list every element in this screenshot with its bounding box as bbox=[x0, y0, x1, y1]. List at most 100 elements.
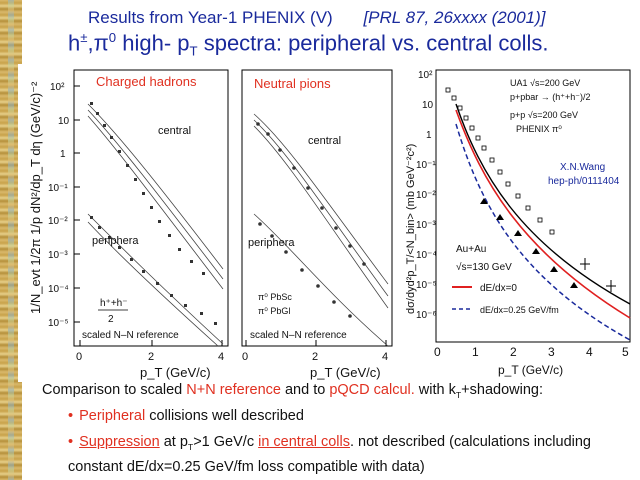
legend-pbgl: π⁰ PbGl bbox=[258, 306, 290, 316]
subplot2-frame bbox=[241, 69, 393, 347]
system-label: Au+Au bbox=[456, 244, 486, 255]
caption-part: Comparison to scaled bbox=[42, 382, 187, 398]
ytick-label: 10⁻² bbox=[48, 216, 68, 227]
bullet-dot: • bbox=[68, 434, 74, 450]
peripheral-label-2: periphera bbox=[248, 237, 295, 249]
right-frame bbox=[435, 69, 631, 343]
subtitle-high-p: high- p bbox=[116, 30, 190, 56]
xtick-label: 1 bbox=[472, 345, 479, 359]
xtick-label: 4 bbox=[586, 345, 593, 359]
right-xlabel: p_T (GeV/c) bbox=[498, 363, 563, 377]
xtick-label: 2 bbox=[312, 351, 318, 363]
black-curve bbox=[455, 103, 631, 305]
ref-label: hep-ph/0111404 bbox=[548, 176, 620, 187]
bullet-text: collisions well described bbox=[145, 408, 304, 424]
legend-ua1: UA1 √s=200 GeV bbox=[510, 78, 580, 88]
ytick-label: 10⁻⁴ bbox=[416, 250, 437, 261]
ytick-label: 10⁻¹ bbox=[416, 160, 436, 171]
ytick-label: 10⁻⁵ bbox=[416, 280, 437, 291]
ytick-label: 10² bbox=[418, 70, 433, 81]
title-reference: [PRL 87, 26xxxx (2001)] bbox=[363, 8, 546, 27]
author-label: X.N.Wang bbox=[560, 162, 605, 173]
charged-hadrons-title: Charged hadrons bbox=[96, 74, 197, 89]
side-texture-overlay bbox=[8, 0, 14, 480]
legend-pbsc: π⁰ PbSc bbox=[258, 292, 292, 302]
ytick-label: 10⁻³ bbox=[416, 220, 436, 231]
subplot2-points bbox=[256, 122, 366, 318]
ua1-points bbox=[445, 87, 555, 235]
bullet-item: • Peripheral collisions well described bbox=[68, 408, 628, 424]
subtitle-T: T bbox=[189, 43, 198, 59]
ytick-label: 10 bbox=[58, 116, 70, 127]
bullet-highlight: Peripheral bbox=[79, 408, 146, 424]
central-label-2: central bbox=[308, 135, 341, 147]
legend-hadrons: h⁺+h⁻ bbox=[100, 298, 128, 309]
ytick-label: 10⁻⁶ bbox=[416, 310, 437, 321]
bullet-text: at p bbox=[159, 434, 188, 450]
caption-highlight: N+N reference bbox=[186, 382, 281, 398]
subtitle-pm: ± bbox=[80, 30, 88, 45]
ytick-label: 10⁻⁵ bbox=[48, 318, 69, 329]
bullet-text: . not described (calculations including … bbox=[68, 434, 591, 475]
subplot1-curves bbox=[87, 103, 224, 347]
legend-denominator: 2 bbox=[108, 314, 114, 325]
energy-label: √s=130 GeV bbox=[456, 261, 512, 273]
xtick-label: 4 bbox=[382, 351, 388, 363]
ytick-label: 10⁻³ bbox=[48, 250, 68, 261]
subplot1-frame bbox=[73, 69, 229, 347]
xtick-label: 0 bbox=[76, 351, 82, 363]
scaled-reference-label-2: scaled N–N reference bbox=[250, 330, 347, 341]
left-ylabel: 1/N_evt 1/2π 1/p dN²/dp_T dη (GeV/c)⁻² bbox=[28, 81, 43, 314]
dedx-loss-label: dE/dx=0.25 GeV/fm bbox=[480, 305, 559, 315]
bullet-highlight: Suppression bbox=[79, 434, 160, 450]
xtick-label: 5 bbox=[622, 345, 629, 359]
dedx-zero-label: dE/dx=0 bbox=[480, 283, 517, 294]
ytick-label: 10⁻⁴ bbox=[48, 284, 69, 295]
subtitle-zero: 0 bbox=[108, 30, 117, 45]
bullet-item: • Suppression at pT>1 GeV/c in central co… bbox=[68, 432, 628, 477]
bullet-text: >1 GeV/c bbox=[193, 434, 259, 450]
neutral-pions-title: Neutral pions bbox=[254, 76, 331, 91]
caption-highlight: pQCD calcul. bbox=[329, 382, 415, 398]
ytick-label: 10 bbox=[422, 100, 434, 111]
caption-sub: T bbox=[455, 389, 462, 400]
legend-phenix: PHENIX π⁰ bbox=[516, 124, 562, 134]
ytick-label: 10⁻² bbox=[416, 190, 436, 201]
xlabel-2: p_T (GeV/c) bbox=[310, 365, 381, 380]
subtitle-rest: spectra: peripheral vs. central colls. bbox=[197, 30, 549, 56]
xtick-label: 0 bbox=[434, 345, 441, 359]
ytick-label: 1 bbox=[426, 130, 432, 141]
xtick-label: 2 bbox=[510, 345, 517, 359]
subplot1-points bbox=[90, 102, 217, 325]
xtick-label: 3 bbox=[548, 345, 555, 359]
xtick-label: 0 bbox=[242, 351, 248, 363]
subtitle-h: h bbox=[68, 30, 81, 56]
scaled-reference-label: scaled N–N reference bbox=[82, 330, 179, 341]
phenix-points bbox=[480, 198, 578, 288]
left-figure: 1/N_evt 1/2π 1/p dN²/dp_T dη (GeV/c)⁻² 1… bbox=[18, 64, 398, 382]
caption-part: and to bbox=[280, 382, 330, 398]
ytick-label: 1 bbox=[60, 149, 66, 160]
red-curve bbox=[455, 109, 631, 319]
bullet-sub: T bbox=[187, 441, 194, 452]
blue-dashed-curve bbox=[455, 123, 631, 341]
caption-part: +shadowing: bbox=[461, 382, 543, 398]
caption: Comparison to scaled N+N reference and t… bbox=[42, 382, 632, 400]
ytick-label: 10⁻¹ bbox=[48, 183, 68, 194]
bullet-highlight: in central colls bbox=[258, 434, 350, 450]
right-ylabel: dσ/dyd²p_T/<N_bin> (mb GeV⁻²c²) bbox=[405, 144, 417, 314]
cross-points bbox=[580, 258, 616, 292]
legend-pp: p+p √s=200 GeV bbox=[510, 110, 578, 120]
right-figure: dσ/dyd²p_T/<N_bin> (mb GeV⁻²c²) 10² 10 1… bbox=[400, 64, 636, 382]
bullet-dot: • bbox=[68, 408, 74, 424]
xlabel-1: p_T (GeV/c) bbox=[140, 365, 211, 380]
central-label: central bbox=[158, 125, 191, 137]
slide-title: Results from Year-1 PHENIX (V) [PRL 87, … bbox=[88, 8, 608, 28]
slide-subtitle: h±,π0 high- pT spectra: peripheral vs. c… bbox=[68, 30, 628, 59]
title-text: Results from Year-1 PHENIX (V) bbox=[88, 8, 333, 27]
caption-part: with k bbox=[414, 382, 456, 398]
legend-ppbar: p+pbar → (h⁺+h⁻)/2 bbox=[510, 92, 591, 102]
peripheral-label: periphera bbox=[92, 235, 139, 247]
xtick-label: 4 bbox=[218, 351, 224, 363]
ytick-label: 10² bbox=[50, 82, 65, 93]
